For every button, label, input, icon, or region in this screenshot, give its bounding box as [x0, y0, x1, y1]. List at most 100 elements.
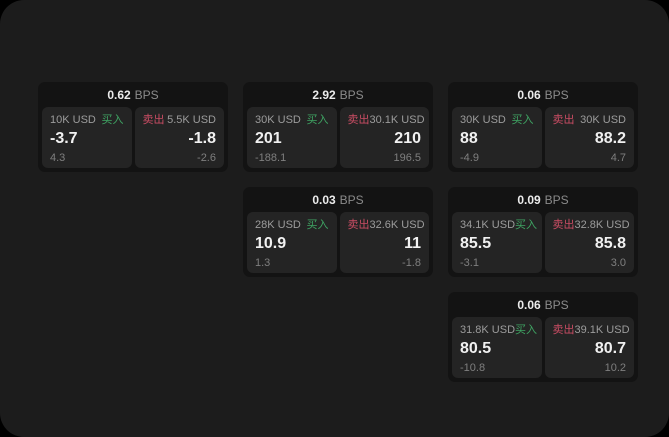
bps-value: 2.92	[312, 87, 336, 102]
sell-panel-top: 卖出 5.5K USD	[143, 114, 217, 127]
sell-side-label: 卖出	[142, 114, 165, 126]
sell-price: -1.8	[188, 130, 216, 147]
buy-panel[interactable]: 28K USD 买入 10.9 1.3	[247, 212, 337, 273]
sell-price: 88.2	[594, 130, 626, 147]
bps-value: 0.06	[517, 297, 541, 312]
sell-sub-value: -1.8	[402, 257, 421, 269]
card-header: 0.06 BPS	[448, 292, 638, 317]
buy-side-label: 买入	[511, 114, 534, 126]
buy-price: 80.5	[460, 340, 492, 357]
quote-card: 0.06 BPS 31.8K USD 买入 80.5 -10.8 卖出 39.1…	[448, 292, 638, 382]
buy-sub-value: -3.1	[460, 257, 479, 269]
sell-sub-value: 4.7	[610, 152, 626, 164]
buy-side-label: 买入	[306, 114, 329, 126]
buy-sub-value: 1.3	[255, 257, 271, 269]
sell-panel-top: 卖出 30K USD	[553, 114, 627, 127]
quote-card: 0.09 BPS 34.1K USD 买入 85.5 -3.1 卖出 32.8K…	[448, 187, 638, 277]
bps-value: 0.03	[312, 192, 336, 207]
card-header: 0.09 BPS	[448, 187, 638, 212]
buy-panel-top: 31.8K USD 买入	[460, 324, 538, 337]
buy-price: 88	[460, 130, 478, 147]
buy-panel[interactable]: 30K USD 买入 201 -188.1	[247, 107, 337, 168]
sell-sub-value: 10.2	[604, 362, 626, 374]
buy-sub-value: -188.1	[255, 152, 287, 164]
sell-size: 32.6K USD	[369, 219, 425, 231]
bps-unit-label: BPS	[544, 87, 569, 102]
buy-price: 201	[255, 130, 282, 147]
buy-panel-top: 28K USD 买入	[255, 219, 329, 232]
bps-unit-label: BPS	[134, 87, 159, 102]
buy-side-label: 买入	[306, 219, 329, 231]
buy-sub-value: -4.9	[460, 152, 479, 164]
buy-panel[interactable]: 30K USD 买入 88 -4.9	[452, 107, 542, 168]
sell-size: 32.8K USD	[574, 219, 630, 231]
sell-size: 5.5K USD	[167, 114, 216, 126]
buy-size: 10K USD	[50, 114, 96, 126]
sell-sub-value: 3.0	[610, 257, 626, 269]
sell-panel[interactable]: 卖出 30K USD 88.2 4.7	[544, 107, 634, 168]
buy-sub-value: 4.3	[50, 152, 66, 164]
buy-side-label: 买入	[101, 114, 124, 126]
sell-panel[interactable]: 卖出 32.6K USD 11 -1.8	[339, 212, 429, 273]
card-header: 2.92 BPS	[243, 82, 433, 107]
sell-price: 11	[404, 235, 421, 252]
card-header: 0.06 BPS	[448, 82, 638, 107]
buy-panel-top: 30K USD 买入	[460, 114, 534, 127]
quote-card: 2.92 BPS 30K USD 买入 201 -188.1 卖出 30.1K …	[243, 82, 433, 172]
sell-sub-value: 196.5	[393, 152, 421, 164]
buy-side-label: 买入	[515, 219, 538, 231]
buy-size: 31.8K USD	[460, 324, 516, 336]
buy-panel-top: 34.1K USD 买入	[460, 219, 538, 232]
buy-panel[interactable]: 10K USD 买入 -3.7 4.3	[42, 107, 132, 168]
sell-price: 85.8	[594, 235, 626, 252]
sell-side-label: 卖出	[347, 114, 370, 126]
sell-side-label: 卖出	[347, 219, 370, 231]
buy-panel-top: 30K USD 买入	[255, 114, 329, 127]
sell-size: 30K USD	[580, 114, 626, 126]
buy-size: 30K USD	[460, 114, 506, 126]
quote-card: 0.06 BPS 30K USD 买入 88 -4.9 卖出 30K USD 8…	[448, 82, 638, 172]
sell-price: 210	[394, 130, 421, 147]
sell-panel-top: 卖出 32.6K USD	[347, 219, 425, 232]
buy-size: 34.1K USD	[460, 219, 516, 231]
sell-side-label: 卖出	[552, 219, 575, 231]
card-body: 34.1K USD 买入 85.5 -3.1 卖出 32.8K USD 85.8…	[448, 212, 638, 273]
buy-price: 10.9	[255, 235, 287, 252]
bps-value: 0.62	[107, 87, 131, 102]
sell-panel[interactable]: 卖出 39.1K USD 80.7 10.2	[544, 317, 634, 378]
sell-sub-value: -2.6	[197, 152, 216, 164]
quote-card: 0.62 BPS 10K USD 买入 -3.7 4.3 卖出 5.5K USD…	[38, 82, 228, 172]
card-body: 31.8K USD 买入 80.5 -10.8 卖出 39.1K USD 80.…	[448, 317, 638, 378]
sell-side-label: 卖出	[552, 324, 575, 336]
bps-value: 0.09	[517, 192, 541, 207]
buy-sub-value: -10.8	[460, 362, 486, 374]
bps-unit-label: BPS	[339, 192, 364, 207]
card-body: 28K USD 买入 10.9 1.3 卖出 32.6K USD 11 -1.8	[243, 212, 433, 273]
card-header: 0.62 BPS	[38, 82, 228, 107]
bps-unit-label: BPS	[544, 192, 569, 207]
bps-unit-label: BPS	[544, 297, 569, 312]
sell-panel[interactable]: 卖出 30.1K USD 210 196.5	[339, 107, 429, 168]
sell-size: 30.1K USD	[369, 114, 425, 126]
sell-size: 39.1K USD	[574, 324, 630, 336]
card-body: 30K USD 买入 88 -4.9 卖出 30K USD 88.2 4.7	[448, 107, 638, 168]
bps-unit-label: BPS	[339, 87, 364, 102]
card-body: 10K USD 买入 -3.7 4.3 卖出 5.5K USD -1.8 -2.…	[38, 107, 228, 168]
card-header: 0.03 BPS	[243, 187, 433, 212]
sell-panel-top: 卖出 30.1K USD	[347, 114, 425, 127]
sell-side-label: 卖出	[552, 114, 575, 126]
sell-panel-top: 卖出 32.8K USD	[552, 219, 630, 232]
buy-price: -3.7	[50, 130, 78, 147]
buy-panel-top: 10K USD 买入	[50, 114, 124, 127]
sell-price: 80.7	[594, 340, 626, 357]
sell-panel[interactable]: 卖出 5.5K USD -1.8 -2.6	[134, 107, 224, 168]
quote-card: 0.03 BPS 28K USD 买入 10.9 1.3 卖出 32.6K US…	[243, 187, 433, 277]
buy-price: 85.5	[460, 235, 492, 252]
buy-panel[interactable]: 31.8K USD 买入 80.5 -10.8	[452, 317, 542, 378]
buy-size: 28K USD	[255, 219, 301, 231]
buy-panel[interactable]: 34.1K USD 买入 85.5 -3.1	[452, 212, 542, 273]
sell-panel[interactable]: 卖出 32.8K USD 85.8 3.0	[544, 212, 634, 273]
bps-value: 0.06	[517, 87, 541, 102]
buy-side-label: 买入	[515, 324, 538, 336]
